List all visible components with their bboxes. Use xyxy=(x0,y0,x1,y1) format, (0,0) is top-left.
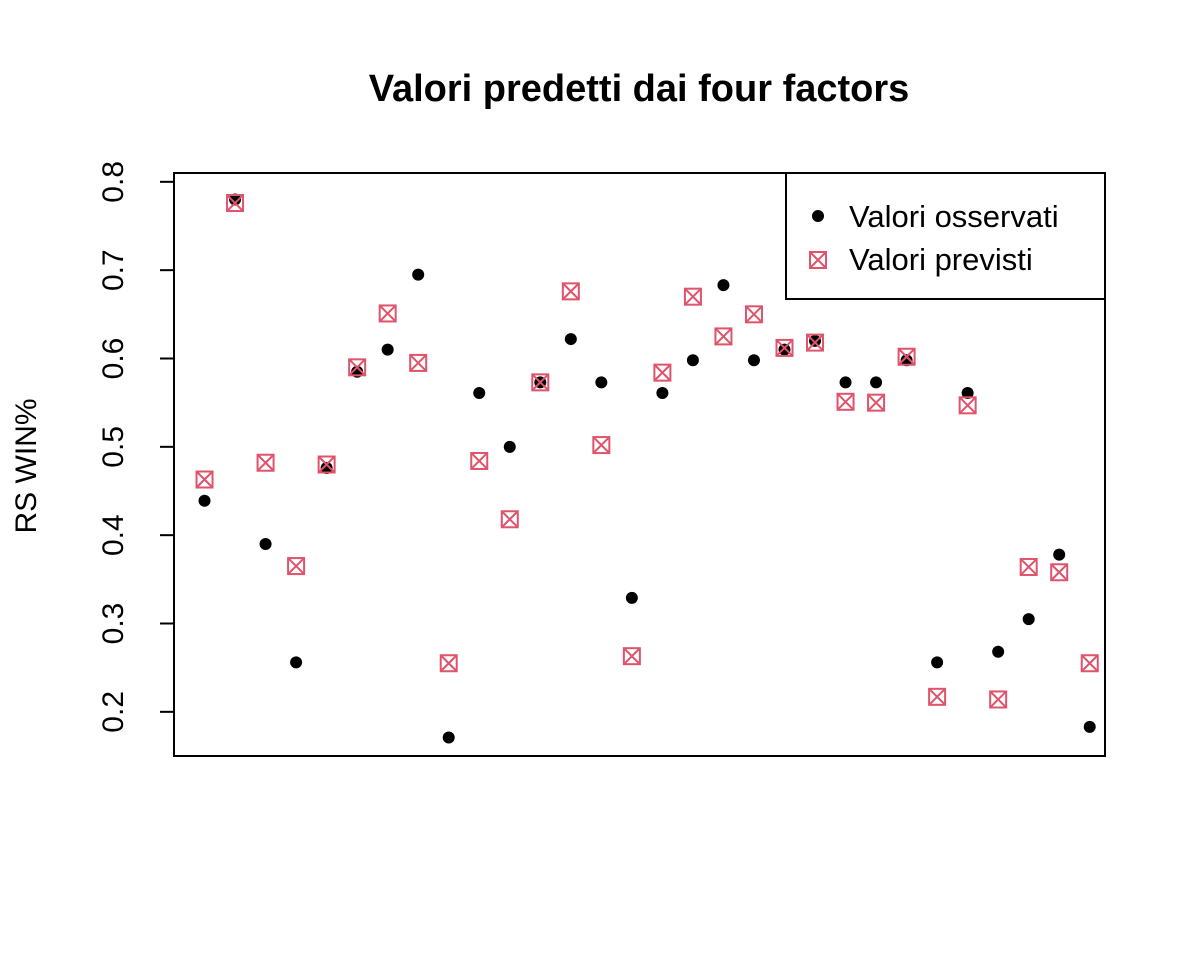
y-axis: 0.2 0.3 0.4 0.5 0.6 0.7 0.8 xyxy=(97,161,175,733)
legend-predicted-marker xyxy=(809,251,827,269)
predicted-point xyxy=(1050,563,1069,582)
observed-point xyxy=(442,731,455,744)
observed-point xyxy=(1053,548,1066,561)
predicted-point xyxy=(897,347,916,366)
predicted-point xyxy=(470,451,489,470)
legend-observed-label: Valori osservati xyxy=(849,199,1059,234)
predicted-point xyxy=(928,687,947,706)
observed-point xyxy=(1083,720,1096,733)
predicted-point xyxy=(226,194,245,213)
predicted-point xyxy=(378,304,397,323)
observed-point xyxy=(961,386,974,399)
predicted-point xyxy=(653,363,672,382)
predicted-point xyxy=(439,654,458,673)
predicted-point xyxy=(744,305,763,324)
predicted-point xyxy=(622,647,641,666)
chart-title: Valori predetti dai four factors xyxy=(369,68,910,110)
observed-point xyxy=(320,462,333,475)
y-axis-label: RS WIN% xyxy=(10,399,43,534)
observed-point xyxy=(931,656,944,669)
predicted-point xyxy=(714,327,733,346)
y-tick-label: 0.8 xyxy=(97,161,130,203)
legend-predicted-label: Valori previsti xyxy=(849,242,1033,277)
y-tick-label: 0.4 xyxy=(97,514,130,556)
observed-point xyxy=(381,343,394,356)
predicted-point xyxy=(958,396,977,415)
predicted-point xyxy=(561,282,580,301)
observed-point xyxy=(992,645,1005,658)
legend-box xyxy=(785,172,1106,300)
legend: Valori osservati Valori previsti xyxy=(785,172,1106,300)
predicted-point xyxy=(531,373,550,392)
observed-point xyxy=(747,354,760,367)
predicted-point xyxy=(775,338,794,357)
observed-point xyxy=(564,333,577,346)
predicted-point xyxy=(256,453,275,472)
observed-point xyxy=(1022,613,1035,626)
predicted-point xyxy=(317,455,336,474)
series-predicted xyxy=(195,194,1099,709)
predicted-point xyxy=(500,510,519,529)
series-observed xyxy=(198,193,1096,744)
predicted-point xyxy=(806,333,825,352)
observed-point xyxy=(717,279,730,292)
predicted-point xyxy=(195,470,214,489)
predicted-point xyxy=(836,392,855,411)
legend-observed-marker xyxy=(812,210,824,222)
y-tick-label: 0.2 xyxy=(97,691,130,733)
observed-point xyxy=(839,376,852,389)
observed-point xyxy=(809,334,822,347)
y-tick-label: 0.3 xyxy=(97,603,130,645)
observed-point xyxy=(900,354,913,367)
predicted-point xyxy=(989,690,1008,709)
observed-point xyxy=(686,354,699,367)
observed-point xyxy=(229,193,242,206)
predicted-point xyxy=(409,353,428,372)
predicted-point xyxy=(592,436,611,455)
y-tick-label: 0.7 xyxy=(97,249,130,291)
predicted-point xyxy=(1080,654,1099,673)
observed-point xyxy=(290,656,303,669)
observed-point xyxy=(412,268,425,281)
observed-point xyxy=(198,494,211,507)
observed-point xyxy=(870,376,883,389)
observed-point xyxy=(778,343,791,356)
predicted-point xyxy=(348,358,367,377)
observed-point xyxy=(259,538,272,550)
y-tick-label: 0.6 xyxy=(97,338,130,380)
predicted-point xyxy=(867,393,886,412)
predicted-point xyxy=(683,287,702,306)
predicted-point xyxy=(287,557,306,576)
observed-point xyxy=(656,386,669,399)
observed-point xyxy=(595,376,608,389)
y-tick-label: 0.5 xyxy=(97,426,130,468)
observed-point xyxy=(473,386,486,399)
observed-point xyxy=(625,591,638,604)
predicted-point xyxy=(1019,557,1038,576)
observed-point xyxy=(503,440,516,453)
